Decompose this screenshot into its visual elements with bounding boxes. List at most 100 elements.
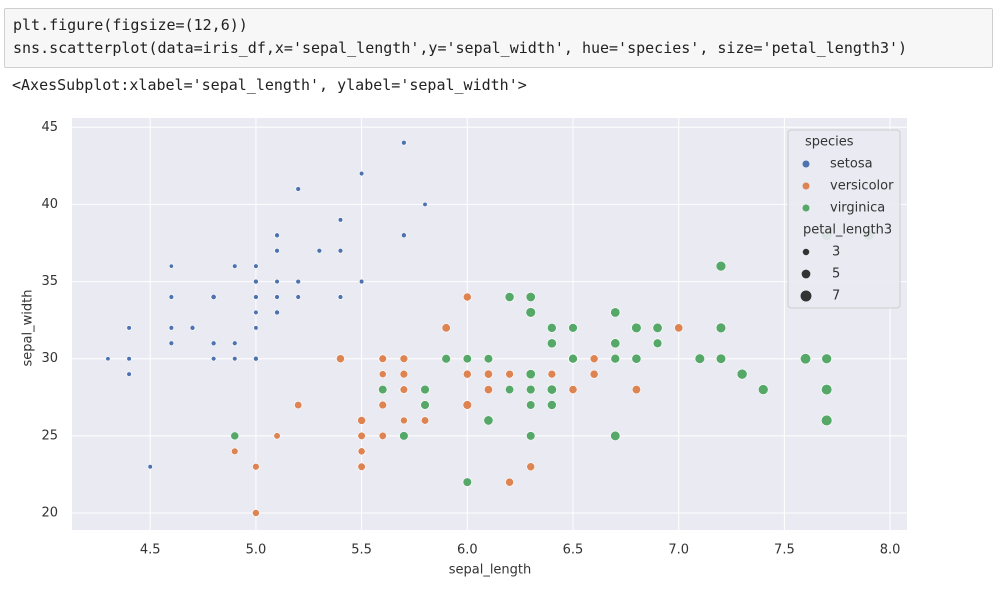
data-point <box>547 400 557 410</box>
legend-label: versicolor <box>830 179 894 194</box>
data-point <box>253 278 259 285</box>
x-tick-label: 7.5 <box>774 543 795 558</box>
data-point <box>631 322 642 334</box>
data-point <box>357 431 366 440</box>
data-point <box>821 383 833 396</box>
data-point <box>715 322 727 334</box>
data-point <box>126 356 132 362</box>
x-tick-label: 8.0 <box>880 543 901 558</box>
output-text: <AxesSubplot:xlabel='sepal_length', ylab… <box>12 76 527 94</box>
data-point <box>526 462 536 472</box>
data-point <box>274 232 280 239</box>
data-point <box>505 477 514 487</box>
plot-area <box>72 118 907 530</box>
size-legend-label: 7 <box>832 289 840 304</box>
data-point <box>715 353 727 364</box>
data-point <box>631 385 641 395</box>
data-point <box>821 353 832 364</box>
data-point <box>274 278 280 285</box>
data-point <box>610 307 621 318</box>
legend-marker <box>802 182 810 190</box>
y-tick-label: 45 <box>41 120 58 135</box>
data-point <box>462 292 472 302</box>
data-point <box>610 338 621 349</box>
data-point <box>378 400 387 410</box>
data-point <box>568 385 578 395</box>
size-legend-label: 5 <box>832 267 840 282</box>
data-point <box>800 353 812 365</box>
data-point <box>399 431 409 441</box>
data-point <box>674 323 684 333</box>
data-point <box>357 462 366 471</box>
data-point <box>610 430 621 441</box>
data-point <box>420 400 430 410</box>
data-point <box>274 247 280 254</box>
data-point <box>525 307 536 318</box>
data-point <box>652 322 663 333</box>
y-tick-label: 20 <box>41 506 58 521</box>
data-point <box>189 325 196 331</box>
data-point <box>483 415 494 426</box>
data-point <box>462 400 473 410</box>
data-point <box>422 201 428 207</box>
data-point <box>378 370 387 379</box>
x-tick-label: 6.0 <box>457 543 478 558</box>
data-point <box>526 384 536 395</box>
code-cell[interactable]: plt.figure(figsize=(12,6)) sns.scatterpl… <box>4 8 993 68</box>
data-point <box>378 354 387 363</box>
data-point <box>462 354 472 364</box>
size-legend-marker <box>801 269 811 279</box>
data-point <box>652 338 663 348</box>
data-point <box>252 463 260 471</box>
data-point <box>295 186 301 192</box>
x-tick-label: 5.0 <box>246 543 267 558</box>
data-point <box>610 353 621 364</box>
legend-title: petal_length3 <box>803 223 892 238</box>
code-line: sns.scatterplot(data=iris_df,x='sepal_le… <box>13 39 908 57</box>
x-tick-label: 4.5 <box>140 543 161 558</box>
data-point <box>631 353 642 364</box>
legend-box <box>787 129 901 309</box>
code-line: plt.figure(figsize=(12,6)) <box>13 16 248 34</box>
data-point <box>589 354 599 364</box>
data-point <box>462 369 472 379</box>
data-point <box>525 369 536 380</box>
data-point <box>401 139 407 146</box>
data-point <box>336 354 345 364</box>
legend-marker <box>802 204 810 212</box>
data-point <box>757 384 769 395</box>
data-point <box>295 278 301 285</box>
data-point <box>483 369 493 379</box>
data-point <box>399 385 409 394</box>
data-point <box>168 325 175 331</box>
data-point <box>568 353 578 364</box>
data-point <box>400 416 408 425</box>
data-point <box>168 263 174 269</box>
legend-label: setosa <box>830 157 873 172</box>
data-point <box>274 309 280 316</box>
legend-marker <box>802 160 810 168</box>
data-point <box>126 325 132 331</box>
data-point <box>253 263 259 269</box>
data-point <box>105 356 111 362</box>
x-tick-label: 6.5 <box>563 543 584 558</box>
data-point <box>168 294 175 300</box>
data-point <box>589 369 599 379</box>
data-point <box>526 431 536 441</box>
x-tick-label: 5.5 <box>351 543 372 558</box>
data-point <box>232 263 238 269</box>
size-legend-marker <box>800 290 812 302</box>
y-axis-label: sepal_width <box>21 290 36 367</box>
data-point <box>441 354 451 364</box>
y-tick-label: 25 <box>41 428 58 443</box>
data-point <box>420 384 430 395</box>
data-point <box>294 400 303 410</box>
data-point <box>378 431 387 440</box>
data-point <box>547 369 557 379</box>
legend-label: virginica <box>830 201 885 216</box>
data-point <box>505 369 514 379</box>
data-point <box>337 217 344 223</box>
data-point <box>715 260 727 272</box>
data-point <box>357 447 366 456</box>
